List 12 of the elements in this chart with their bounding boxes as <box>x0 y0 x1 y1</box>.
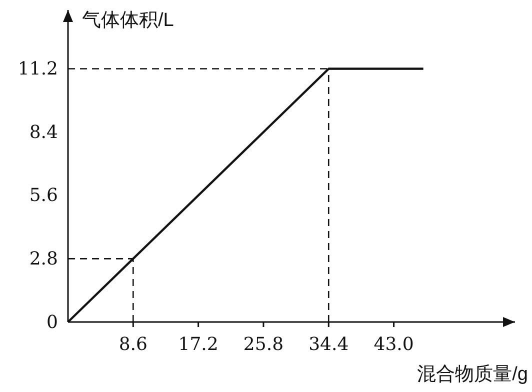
y-tick-label: 2.8 <box>29 248 58 270</box>
x-tick-label: 8.6 <box>118 334 148 355</box>
x-tick-label: 34.4 <box>308 334 349 355</box>
x-tick-label: 43.0 <box>374 334 414 355</box>
y-tick-label: 8.4 <box>29 122 58 143</box>
y-tick-label: 0 <box>46 312 58 333</box>
x-tick-label: 17.2 <box>178 334 218 355</box>
y-axis-title: 气体体积/L <box>82 10 174 31</box>
y-tick-label: 11.2 <box>18 58 58 80</box>
y-tick-label: 5.6 <box>29 185 58 206</box>
x-tick-label: 25.8 <box>243 334 284 355</box>
x-axis-title: 混合物质量/g <box>417 364 528 385</box>
